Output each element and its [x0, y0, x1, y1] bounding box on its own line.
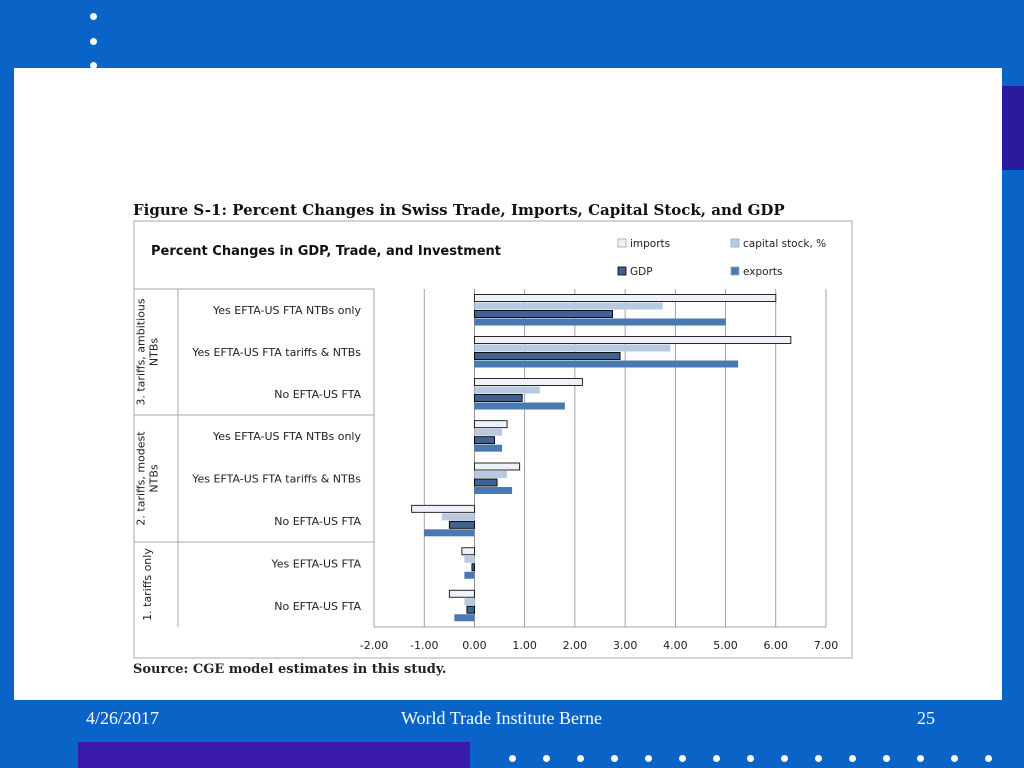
bar-gdp — [473, 478, 498, 487]
decor-dot — [90, 38, 97, 45]
bar-imports — [461, 547, 475, 556]
bar-imports — [411, 504, 475, 513]
bar-exports — [424, 529, 475, 537]
bar-exports — [474, 318, 726, 326]
footer-page-number: 25 — [917, 708, 935, 728]
bar-capital-stock — [474, 471, 508, 478]
decor-dot — [90, 13, 97, 20]
decor-dot — [679, 755, 686, 762]
bar-imports — [448, 589, 475, 598]
group-label: NTBs — [148, 464, 161, 492]
footer-date: 4/26/2017 — [86, 708, 160, 728]
category-label: No EFTA-US FTA — [274, 388, 361, 401]
legend: imports capital stock, % GDP exports — [617, 238, 826, 278]
bar-exports — [454, 614, 475, 622]
legend-swatch — [617, 266, 627, 276]
x-tick-label: 0.00 — [462, 639, 487, 652]
legend-swatch — [730, 266, 740, 276]
bar-exports — [474, 360, 739, 368]
bar-capital-stock — [464, 598, 475, 606]
decor-dot — [611, 755, 618, 762]
category-label: Yes EFTA-US FTA tariffs & NTBs — [191, 346, 361, 359]
x-tick-label: -2.00 — [360, 639, 388, 652]
category-label: No EFTA-US FTA — [274, 515, 361, 528]
x-tick-label: 5.00 — [713, 639, 738, 652]
x-tick-label: 4.00 — [663, 639, 688, 652]
group-label: 1. tariffs only — [141, 548, 154, 621]
decor-dot — [713, 755, 720, 762]
x-tick-label: 2.00 — [563, 639, 588, 652]
bar-exports — [474, 487, 513, 494]
decor-dot — [747, 755, 754, 762]
decor-dot — [815, 755, 822, 762]
category-label: Yes EFTA-US FTA — [270, 557, 361, 570]
decor-dot — [985, 755, 992, 762]
bar-capital-stock — [474, 344, 671, 352]
bar-capital-stock — [441, 513, 475, 521]
bar-imports — [473, 462, 521, 471]
decor-dot — [951, 755, 958, 762]
bar-exports — [464, 571, 475, 579]
bar-gdp — [473, 436, 495, 445]
bar-capital-stock — [474, 428, 503, 436]
gridlines — [373, 289, 827, 628]
source-note: Source: CGE model estimates in this stud… — [133, 662, 447, 677]
category-label: Yes EFTA-US FTA NTBs only — [212, 304, 361, 317]
accent-bar — [78, 742, 470, 768]
bar-gdp — [473, 352, 621, 360]
x-axis-ticks: -2.00 -1.00 0.00 1.00 2.00 3.00 4.00 5.00 6.00 7.… — [360, 639, 838, 652]
decor-dot — [90, 62, 97, 69]
group-label: NTBs — [148, 338, 161, 366]
bar-capital-stock — [464, 555, 475, 563]
legend-label: GDP — [630, 266, 653, 278]
bar-gdp — [471, 563, 475, 572]
decor-dot — [543, 755, 550, 762]
bar-gdp — [473, 310, 614, 318]
bar-exports — [474, 402, 565, 410]
bar-imports — [473, 378, 583, 386]
chart-title: Percent Changes in GDP, Trade, and Inves… — [151, 244, 501, 259]
legend-swatch — [730, 238, 740, 248]
group-label: 3. tariffs, ambitious — [135, 298, 148, 405]
bar-imports — [473, 336, 792, 344]
x-tick-label: -1.00 — [410, 639, 438, 652]
decor-dot — [917, 755, 924, 762]
x-tick-label: 1.00 — [512, 639, 537, 652]
decor-dot — [883, 755, 890, 762]
category-label: No EFTA-US FTA — [274, 600, 361, 613]
bar-gdp — [466, 605, 475, 614]
legend-label: capital stock, % — [743, 238, 826, 250]
decor-dot — [849, 755, 856, 762]
x-tick-label: 3.00 — [613, 639, 638, 652]
bar-imports — [473, 294, 777, 302]
x-tick-label: 6.00 — [764, 639, 789, 652]
bar-capital-stock — [474, 386, 540, 394]
decor-dot — [781, 755, 788, 762]
decor-dot — [645, 755, 652, 762]
legend-label: imports — [630, 238, 670, 250]
bar-gdp — [448, 520, 475, 529]
group-label: 2. tariffs, modest — [135, 431, 148, 526]
category-label: Yes EFTA-US FTA NTBs only — [212, 430, 361, 443]
category-label: Yes EFTA-US FTA tariffs & NTBs — [191, 473, 361, 486]
decor-dot — [577, 755, 584, 762]
bars — [411, 294, 792, 622]
legend-swatch — [617, 238, 627, 248]
footer-center: World Trade Institute Berne — [401, 708, 603, 728]
bar-gdp — [473, 394, 523, 402]
bar-capital-stock — [474, 302, 663, 310]
decor-dot — [509, 755, 516, 762]
accent-block — [1002, 86, 1024, 170]
bar-imports — [473, 420, 508, 429]
figure-caption: Figure S-1: Percent Changes in Swiss Tra… — [133, 201, 785, 219]
x-tick-label: 7.00 — [814, 639, 839, 652]
bar-exports — [474, 444, 503, 452]
legend-label: exports — [743, 266, 782, 278]
